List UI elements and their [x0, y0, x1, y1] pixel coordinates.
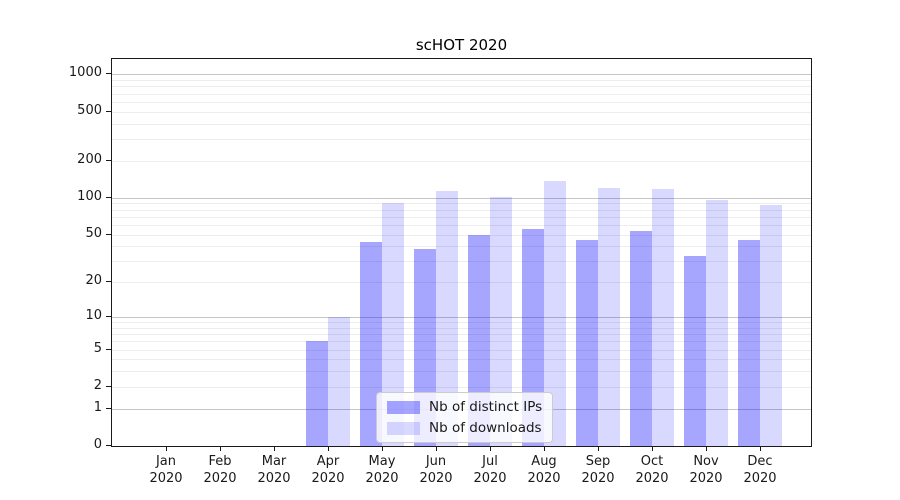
y-tick-label: 1: [93, 399, 102, 415]
bar-distinct-ips: [576, 240, 598, 446]
x-tick: [436, 446, 437, 451]
legend-item-downloads: Nb of downloads: [387, 420, 542, 436]
bar-downloads: [490, 197, 512, 446]
legend-swatch-downloads: [387, 421, 420, 435]
legend-label-distinct-ips: Nb of distinct IPs: [429, 399, 543, 415]
major-gridline: [112, 74, 811, 76]
x-tick-label: Mar 2020: [257, 454, 291, 486]
y-tick-label: 500: [77, 102, 102, 118]
minor-gridline: [112, 261, 811, 263]
y-tick-label: 100: [77, 188, 102, 204]
y-tick-label: 50: [85, 225, 102, 241]
x-tick: [544, 446, 545, 451]
y-tick-label: 200: [77, 151, 102, 167]
y-tick: [106, 316, 112, 317]
minor-gridline: [112, 322, 811, 324]
y-tick: [106, 196, 112, 198]
minor-gridline: [112, 246, 811, 248]
x-tick: [490, 446, 491, 451]
bar-distinct-ips: [630, 231, 652, 446]
legend-label-downloads: Nb of downloads: [429, 420, 542, 436]
x-tick-label: May 2020: [365, 454, 399, 486]
bar-downloads: [382, 203, 404, 446]
y-tick-label: 1000: [68, 65, 102, 81]
legend-item-distinct-ips: Nb of distinct IPs: [387, 399, 542, 415]
minor-gridline: [112, 80, 811, 81]
y-tick: [106, 348, 112, 350]
bar-distinct-ips: [522, 229, 544, 446]
y-tick: [106, 233, 112, 235]
x-tick: [652, 446, 653, 451]
y-tick: [106, 385, 112, 387]
bar-distinct-ips: [738, 240, 760, 446]
minor-gridline: [112, 334, 811, 336]
legend: Nb of distinct IPs Nb of downloads: [376, 392, 554, 443]
x-tick: [328, 446, 329, 451]
x-tick: [166, 446, 167, 451]
x-tick-label: Sep 2020: [581, 454, 615, 486]
y-tick: [106, 110, 112, 112]
y-tick-label: 2: [93, 377, 102, 393]
minor-gridline: [112, 224, 811, 226]
y-tick: [106, 281, 112, 283]
y-tick: [106, 407, 112, 409]
bar-distinct-ips: [306, 341, 328, 446]
y-tick-label: 0: [93, 437, 102, 452]
major-gridline: [112, 197, 811, 199]
bar-downloads: [328, 317, 350, 446]
minor-gridline: [112, 234, 811, 236]
chart-title: scHOT 2020: [415, 36, 508, 54]
x-tick: [274, 446, 275, 451]
minor-gridline: [112, 203, 811, 205]
x-tick-label: Jan 2020: [149, 454, 183, 486]
bar-downloads: [760, 205, 782, 446]
x-tick-label: Feb 2020: [203, 454, 237, 486]
minor-gridline: [112, 160, 811, 162]
y-tick: [106, 159, 112, 161]
bar-downloads: [706, 199, 728, 446]
y-tick-label: 20: [85, 273, 102, 289]
y-tick-label: 10: [85, 308, 102, 323]
minor-gridline: [112, 341, 811, 343]
minor-gridline: [112, 371, 811, 373]
y-tick: [106, 73, 112, 75]
minor-gridline: [112, 359, 811, 361]
bar-distinct-ips: [684, 256, 706, 446]
bar-downloads: [652, 188, 674, 446]
x-tick: [706, 446, 707, 451]
minor-gridline: [112, 93, 811, 95]
legend-swatch-distinct-ips: [387, 400, 420, 414]
minor-gridline: [112, 386, 811, 388]
x-tick-label: Jun 2020: [419, 454, 453, 486]
x-tick-label: Oct 2020: [635, 454, 669, 486]
x-tick-label: Nov 2020: [689, 454, 723, 486]
minor-gridline: [112, 216, 811, 218]
x-tick-label: Aug 2020: [527, 454, 561, 486]
minor-gridline: [112, 123, 811, 125]
minor-gridline: [112, 349, 811, 351]
minor-gridline: [112, 282, 811, 284]
x-tick: [760, 446, 761, 451]
bar-downloads: [598, 188, 620, 446]
minor-gridline: [112, 101, 811, 103]
x-tick-label: Apr 2020: [311, 454, 345, 486]
x-tick-label: Jul 2020: [473, 454, 507, 486]
bar-downloads: [436, 191, 458, 446]
minor-gridline: [112, 111, 811, 113]
plot-area: [111, 58, 812, 447]
minor-gridline: [112, 139, 811, 140]
minor-gridline: [112, 209, 811, 211]
minor-gridline: [112, 327, 811, 329]
x-tick: [220, 446, 221, 451]
y-tick: [106, 445, 112, 446]
bar-downloads: [544, 180, 566, 446]
minor-gridline: [112, 86, 811, 88]
x-tick-label: Dec 2020: [743, 454, 777, 486]
x-tick: [598, 446, 599, 451]
major-gridline: [112, 317, 811, 318]
x-tick: [382, 446, 383, 451]
y-tick-label: 5: [93, 340, 102, 356]
